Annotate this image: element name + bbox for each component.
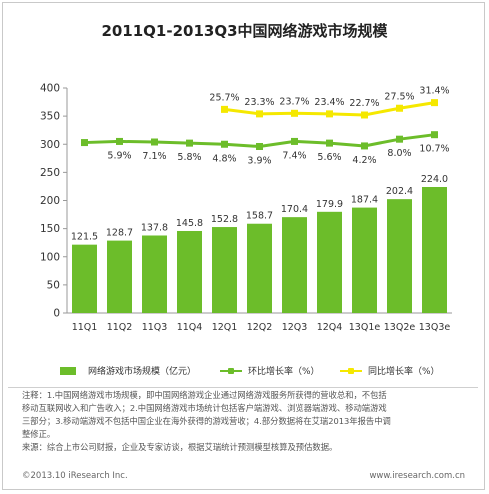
notes-line: 整修正。 xyxy=(22,429,56,439)
y-tick-label: 250 xyxy=(40,167,60,179)
yoy-value-label: 23.4% xyxy=(314,97,344,108)
y-tick-label: 100 xyxy=(40,251,60,263)
y-tick-label: 150 xyxy=(40,223,60,235)
qoq-marker xyxy=(151,138,158,146)
yoy-marker xyxy=(256,110,263,118)
yoy-marker xyxy=(361,111,368,119)
qoq-marker xyxy=(81,139,88,147)
qoq-marker xyxy=(291,137,298,145)
bar xyxy=(317,211,342,313)
qoq-value-label: 4.2% xyxy=(352,155,376,166)
y-tick-label: 300 xyxy=(40,139,60,151)
footer-copyright: ©2013.10 iResearch Inc. xyxy=(22,471,128,481)
x-tick-label: 11Q2 xyxy=(107,322,133,333)
bar xyxy=(387,199,412,313)
yoy-value-label: 22.7% xyxy=(349,98,379,109)
legend-label-yoy: 同比增长率（%） xyxy=(368,367,440,377)
legend-label-market-size: 网络游戏市场规模（亿元） xyxy=(88,367,197,377)
qoq-marker xyxy=(326,139,333,147)
footer-website: www.iresearch.com.cn xyxy=(369,471,465,481)
qoq-value-label: 7.1% xyxy=(142,151,166,162)
legend-bar-swatch xyxy=(60,366,82,376)
x-tick-label: 12Q3 xyxy=(282,322,308,333)
yoy-marker xyxy=(396,104,403,112)
x-tick-label: 11Q4 xyxy=(177,322,203,333)
x-tick-label: 11Q3 xyxy=(142,322,168,333)
qoq-marker xyxy=(186,139,193,147)
chart-title: 2011Q1-2013Q3中国网络游戏市场规模 xyxy=(101,22,388,40)
bar xyxy=(352,207,377,313)
y-tick-label: 350 xyxy=(40,111,60,123)
legend-yellow-line-swatch xyxy=(340,366,362,376)
notes-divider xyxy=(8,387,478,388)
notes-block: 注释：1.中国网络游戏市场规模，即中国网络游戏企业通过网络游戏服务所获得的营收总… xyxy=(22,389,462,454)
x-tick-label: 12Q1 xyxy=(212,322,238,333)
x-tick-label: 13Q1e xyxy=(349,322,381,333)
bar-value-label: 202.4 xyxy=(386,186,413,197)
qoq-marker xyxy=(361,142,368,150)
bar xyxy=(282,217,307,313)
yoy-value-label: 31.4% xyxy=(419,86,449,97)
legend-label-qoq: 环比增长率（%） xyxy=(248,367,320,377)
y-tick-label: 50 xyxy=(47,279,60,291)
qoq-value-label: 3.9% xyxy=(247,156,271,167)
qoq-value-label: 5.6% xyxy=(317,152,341,163)
yoy-value-label: 25.7% xyxy=(209,92,239,103)
bar-value-label: 158.7 xyxy=(246,211,273,222)
bar xyxy=(177,230,202,313)
x-tick-label: 13Q2e xyxy=(384,322,416,333)
bar xyxy=(72,244,97,313)
bar xyxy=(422,187,447,313)
x-tick-label: 13Q3e xyxy=(419,322,451,333)
qoq-value-label: 4.8% xyxy=(212,153,236,164)
bar-value-label: 152.8 xyxy=(211,214,238,225)
bar-value-label: 121.5 xyxy=(71,232,98,243)
bar-value-label: 179.9 xyxy=(316,199,343,210)
y-tick-label: 400 xyxy=(40,83,60,95)
source-line: 来源：综合上市公司财报，企业及专家访谈，根据艾瑞统计预测模型核算及预估数据。 xyxy=(22,442,338,452)
notes-line: 移动互联网收入和广告收入；2.中国网络游戏市场统计包括客户端游戏、浏览器端游戏、… xyxy=(22,403,387,413)
notes-line: 三部分；3.移动端游戏不包括中国企业在海外获得的游戏营收；4.部分数据将在艾瑞2… xyxy=(22,416,391,426)
bar xyxy=(142,235,167,313)
notes-line: 注释：1.中国网络游戏市场规模，即中国网络游戏企业通过网络游戏服务所获得的营收总… xyxy=(22,390,387,400)
bar-value-label: 137.8 xyxy=(141,222,168,233)
yoy-marker xyxy=(291,109,298,117)
qoq-marker xyxy=(116,137,123,145)
yoy-marker xyxy=(326,110,333,118)
yoy-value-label: 23.3% xyxy=(244,97,274,108)
bar xyxy=(107,240,132,313)
yoy-marker xyxy=(431,99,438,107)
qoq-value-label: 10.7% xyxy=(419,144,449,155)
qoq-marker xyxy=(431,131,438,139)
chart-legend: 网络游戏市场规模（亿元） 环比增长率（%） 同比增长率（%） xyxy=(60,364,480,380)
legend-item-market-size: 网络游戏市场规模（亿元） xyxy=(60,364,196,377)
bar-value-label: 187.4 xyxy=(351,195,378,206)
bar-value-label: 170.4 xyxy=(281,204,308,215)
yoy-value-label: 23.7% xyxy=(279,96,309,107)
y-tick-label: 200 xyxy=(40,195,60,207)
x-tick-label: 12Q2 xyxy=(247,322,273,333)
qoq-value-label: 7.4% xyxy=(282,150,306,161)
yoy-value-label: 27.5% xyxy=(384,91,414,102)
bar xyxy=(212,227,237,313)
legend-item-yoy: 同比增长率（%） xyxy=(340,364,440,377)
bar-value-label: 128.7 xyxy=(106,228,133,239)
qoq-marker xyxy=(256,143,263,150)
bar-value-label: 145.8 xyxy=(176,218,203,229)
legend-green-line-swatch xyxy=(220,366,242,376)
bar xyxy=(247,223,272,313)
x-tick-label: 12Q4 xyxy=(317,322,343,333)
legend-item-qoq: 环比增长率（%） xyxy=(220,364,320,377)
x-tick-label: 11Q1 xyxy=(72,322,98,333)
qoq-marker xyxy=(396,135,403,143)
qoq-value-label: 8.0% xyxy=(387,148,411,159)
y-tick-label: 0 xyxy=(53,308,60,320)
qoq-value-label: 5.9% xyxy=(107,150,131,161)
qoq-value-label: 5.8% xyxy=(177,152,201,163)
bar-value-label: 224.0 xyxy=(421,174,448,185)
yoy-marker xyxy=(221,105,228,113)
qoq-marker xyxy=(221,140,228,148)
